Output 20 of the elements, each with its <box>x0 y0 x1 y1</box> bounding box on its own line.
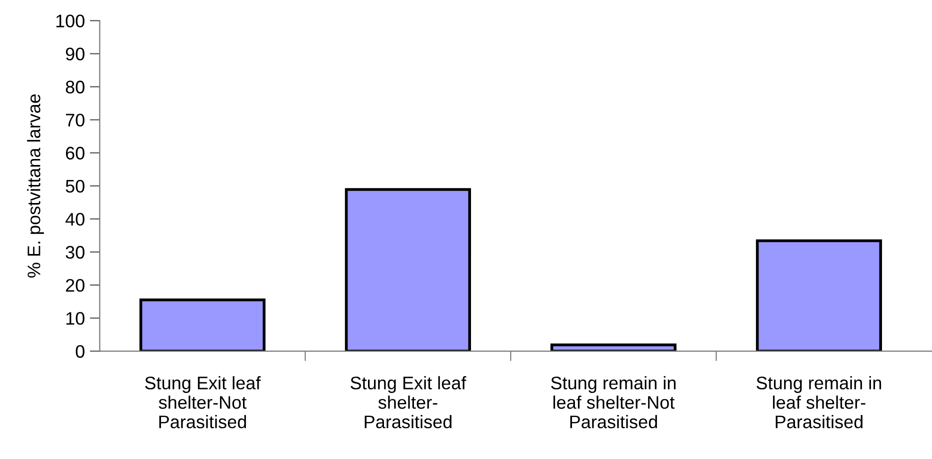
y-tick-label: 60 <box>66 146 84 160</box>
y-tick-label: 50 <box>66 180 84 193</box>
y-tick-label: 10 <box>66 312 84 325</box>
bar <box>344 188 472 352</box>
y-axis-title: % E. postvittana larvae <box>27 94 44 278</box>
y-tick-label: 70 <box>66 114 84 127</box>
bar <box>756 239 882 352</box>
y-tick-label: 80 <box>66 80 84 94</box>
x-tick-label: Stung remain in leaf shelter- Parasitised <box>756 376 882 428</box>
y-tick-label: 40 <box>65 212 84 226</box>
y-tick-label: 30 <box>66 246 84 259</box>
y-tick-label: 20 <box>66 278 84 292</box>
y-tick-label: 100 <box>56 14 84 28</box>
y-tick-label: 90 <box>66 48 84 60</box>
y-tick-label: 0 <box>76 345 84 358</box>
bar <box>139 298 266 352</box>
x-tick-label: Stung remain in leaf shelter-Not Parasitised <box>551 376 676 428</box>
x-tick-label: Stung Exit leaf shelter- Parasitised <box>350 376 466 428</box>
x-tick-label: Stung Exit leaf shelter-Not Parasitised <box>145 376 261 428</box>
bar <box>550 343 677 352</box>
